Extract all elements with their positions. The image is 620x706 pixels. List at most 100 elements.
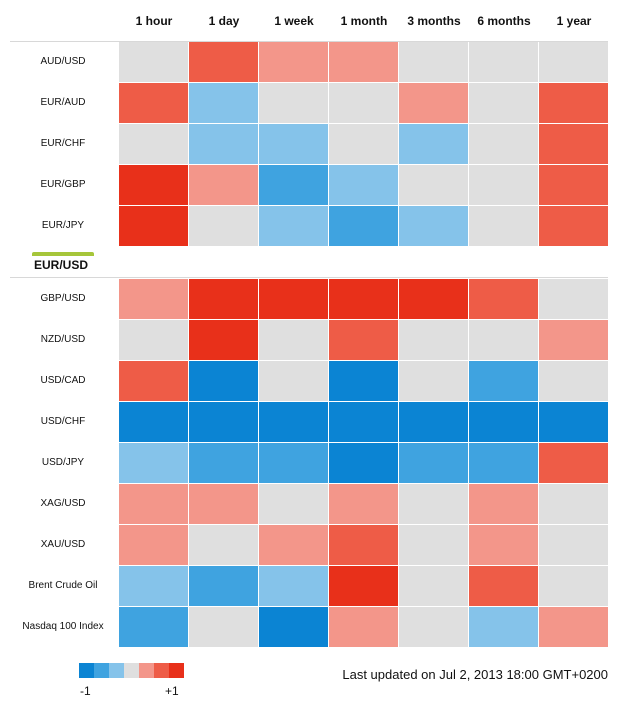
heatmap-cell[interactable] <box>399 165 468 205</box>
heatmap-cell[interactable] <box>539 206 608 246</box>
heatmap-cell[interactable] <box>539 443 608 483</box>
heatmap-cell[interactable] <box>469 320 538 360</box>
heatmap-cell[interactable] <box>399 320 468 360</box>
heatmap-cell[interactable] <box>259 443 328 483</box>
heatmap-cell[interactable] <box>189 165 258 205</box>
heatmap-cell[interactable] <box>259 124 328 164</box>
heatmap-cell[interactable] <box>189 206 258 246</box>
heatmap-cell[interactable] <box>119 42 188 82</box>
heatmap-cell[interactable] <box>539 525 608 565</box>
heatmap-cell[interactable] <box>189 361 258 401</box>
heatmap-cell[interactable] <box>189 124 258 164</box>
heatmap-cell[interactable] <box>469 165 538 205</box>
heatmap-cell[interactable] <box>399 42 468 82</box>
heatmap-cell[interactable] <box>399 361 468 401</box>
heatmap-cell[interactable] <box>119 566 188 606</box>
heatmap-cell[interactable] <box>119 124 188 164</box>
heatmap-cell[interactable] <box>259 206 328 246</box>
heatmap-cell[interactable] <box>539 607 608 647</box>
heatmap-cell[interactable] <box>189 443 258 483</box>
heatmap-cell[interactable] <box>189 320 258 360</box>
heatmap-cell[interactable] <box>259 484 328 524</box>
heatmap-cell[interactable] <box>329 83 398 123</box>
heatmap-cell[interactable] <box>259 83 328 123</box>
heatmap-cell[interactable] <box>469 443 538 483</box>
heatmap-cell[interactable] <box>469 83 538 123</box>
heatmap-cell[interactable] <box>189 42 258 82</box>
heatmap-cell[interactable] <box>119 443 188 483</box>
heatmap-cell[interactable] <box>119 525 188 565</box>
heatmap-cell[interactable] <box>539 83 608 123</box>
heatmap-cell[interactable] <box>469 361 538 401</box>
heatmap-cell[interactable] <box>189 566 258 606</box>
heatmap-cell[interactable] <box>539 361 608 401</box>
heatmap-cell[interactable] <box>329 402 398 442</box>
heatmap-cell[interactable] <box>259 607 328 647</box>
heatmap-cell[interactable] <box>189 484 258 524</box>
heatmap-cell[interactable] <box>259 279 328 319</box>
heatmap-cell[interactable] <box>259 320 328 360</box>
heatmap-cell[interactable] <box>399 279 468 319</box>
heatmap-cell[interactable] <box>399 443 468 483</box>
heatmap-cell[interactable] <box>469 42 538 82</box>
heatmap-cell[interactable] <box>399 124 468 164</box>
heatmap-cell[interactable] <box>259 402 328 442</box>
heatmap-cell[interactable] <box>189 402 258 442</box>
row-label: EUR/GBP <box>40 179 86 190</box>
heatmap-cell[interactable] <box>119 402 188 442</box>
heatmap-cell[interactable] <box>119 320 188 360</box>
heatmap-cell[interactable] <box>259 361 328 401</box>
heatmap-cell[interactable] <box>539 566 608 606</box>
heatmap-cell[interactable] <box>259 42 328 82</box>
heatmap-cell[interactable] <box>469 206 538 246</box>
heatmap-cell[interactable] <box>259 525 328 565</box>
heatmap-cell[interactable] <box>329 165 398 205</box>
heatmap-cell[interactable] <box>399 525 468 565</box>
heatmap-cell[interactable] <box>119 484 188 524</box>
heatmap-cell[interactable] <box>399 607 468 647</box>
heatmap-cell[interactable] <box>329 320 398 360</box>
heatmap-cell[interactable] <box>189 83 258 123</box>
heatmap-cell[interactable] <box>329 607 398 647</box>
heatmap-cell[interactable] <box>329 566 398 606</box>
heatmap-cell[interactable] <box>329 279 398 319</box>
heatmap-cell[interactable] <box>119 361 188 401</box>
heatmap-cell[interactable] <box>469 124 538 164</box>
heatmap-cell[interactable] <box>469 566 538 606</box>
heatmap-cell[interactable] <box>329 361 398 401</box>
heatmap-cell[interactable] <box>539 320 608 360</box>
heatmap-cell[interactable] <box>539 279 608 319</box>
heatmap-cell[interactable] <box>259 566 328 606</box>
heatmap-cell[interactable] <box>399 484 468 524</box>
heatmap-cell[interactable] <box>189 525 258 565</box>
heatmap-cell[interactable] <box>189 607 258 647</box>
heatmap-cell[interactable] <box>259 165 328 205</box>
heatmap-cell[interactable] <box>469 402 538 442</box>
heatmap-cell[interactable] <box>539 124 608 164</box>
heatmap-cell[interactable] <box>399 402 468 442</box>
heatmap-cell[interactable] <box>329 443 398 483</box>
heatmap-cell[interactable] <box>399 566 468 606</box>
heatmap-cell[interactable] <box>539 402 608 442</box>
heatmap-cell[interactable] <box>119 206 188 246</box>
heatmap-cell[interactable] <box>329 206 398 246</box>
heatmap-cell[interactable] <box>469 279 538 319</box>
heatmap-cell[interactable] <box>119 279 188 319</box>
heatmap-cell[interactable] <box>469 607 538 647</box>
heatmap-cell[interactable] <box>399 206 468 246</box>
heatmap-cell[interactable] <box>469 525 538 565</box>
heatmap-cell[interactable] <box>189 279 258 319</box>
row-label: GBP/USD <box>40 293 86 304</box>
heatmap-cell[interactable] <box>119 83 188 123</box>
heatmap-cell[interactable] <box>329 42 398 82</box>
heatmap-cell[interactable] <box>119 165 188 205</box>
heatmap-cell[interactable] <box>119 607 188 647</box>
heatmap-cell[interactable] <box>329 525 398 565</box>
heatmap-cell[interactable] <box>539 42 608 82</box>
heatmap-cell[interactable] <box>469 484 538 524</box>
heatmap-cell[interactable] <box>399 83 468 123</box>
heatmap-cell[interactable] <box>539 484 608 524</box>
heatmap-cell[interactable] <box>329 124 398 164</box>
heatmap-cell[interactable] <box>329 484 398 524</box>
heatmap-cell[interactable] <box>539 165 608 205</box>
